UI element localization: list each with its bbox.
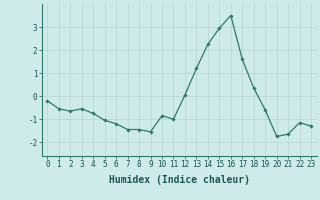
X-axis label: Humidex (Indice chaleur): Humidex (Indice chaleur) — [109, 175, 250, 185]
